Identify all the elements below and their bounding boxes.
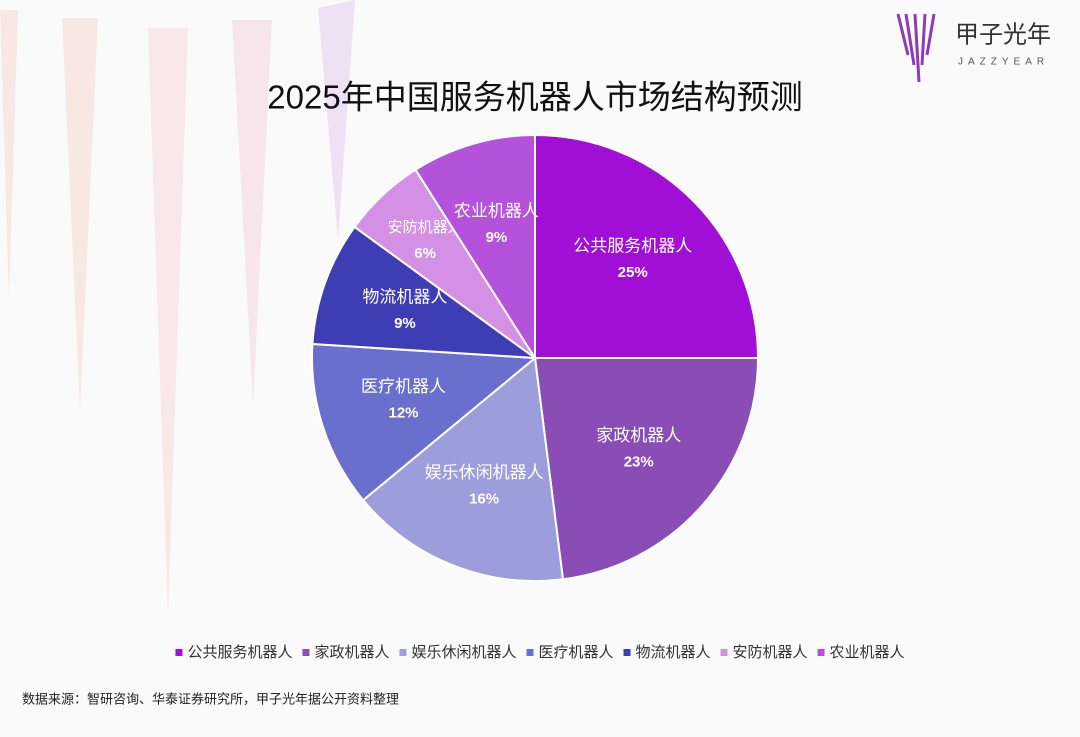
slice-value-label: 16% (469, 491, 499, 508)
slice-label: 安防机器人 (388, 219, 463, 236)
legend-marker (720, 649, 728, 656)
pie-slice (311, 342, 538, 502)
slice-label: 公共服务机器人 (573, 237, 692, 256)
legend-label: 安防机器人 (733, 644, 808, 661)
pie-slice (414, 133, 536, 362)
legend-marker (175, 649, 183, 656)
slice-label: 农业机器人 (454, 202, 539, 221)
slice-label: 家政机器人 (596, 426, 681, 445)
legend-label: 家政机器人 (314, 644, 389, 661)
pie-slice (533, 357, 760, 581)
background-decoration (0, 0, 355, 615)
slice-value-label: 12% (388, 405, 418, 422)
legend: 公共服务机器人 家政机器人 娱乐休闲机器人 医疗机器人 物流机器人 安防机器人 农业机器人 (175, 644, 905, 661)
pie: 公共服务机器人 25% 家政机器人 23% 娱乐休闲机器人 16% 医疗机器人 12% 物流机器… (311, 133, 760, 582)
slice-label: 医疗机器人 (361, 377, 446, 396)
legend-label: 农业机器人 (830, 644, 905, 661)
legend-marker (623, 649, 631, 656)
pie-slice (534, 133, 760, 359)
pie-slice (311, 225, 539, 360)
slice-label: 物流机器人 (362, 288, 447, 307)
brand-name: 甲子光年 (955, 21, 1051, 48)
legend-marker (399, 649, 407, 656)
legend-label: 娱乐休闲机器人 (411, 644, 516, 661)
legend-marker (817, 649, 825, 656)
slice-value-label: 9% (486, 229, 508, 246)
logo-mark (896, 13, 936, 83)
slice-value-label: 6% (414, 245, 436, 262)
slice-label: 娱乐休闲机器人 (425, 463, 544, 482)
slice-value-label: 23% (624, 453, 654, 470)
slice-value-label: 9% (394, 315, 416, 332)
slice-value-label: 25% (618, 264, 648, 281)
brand-latin: JAZZYEAR (958, 57, 1049, 68)
chart-title: 2025年中国服务机器人市场结构预测 (267, 79, 802, 116)
pie-slice (361, 356, 565, 582)
legend-label: 公共服务机器人 (187, 644, 292, 661)
legend-marker (526, 649, 534, 656)
legend-label: 物流机器人 (636, 644, 711, 661)
legend-label: 医疗机器人 (538, 644, 613, 661)
legend-marker (302, 649, 310, 656)
source-note: 数据来源：智研咨询、华泰证券研究所，甲子光年据公开资料整理 (22, 691, 399, 706)
